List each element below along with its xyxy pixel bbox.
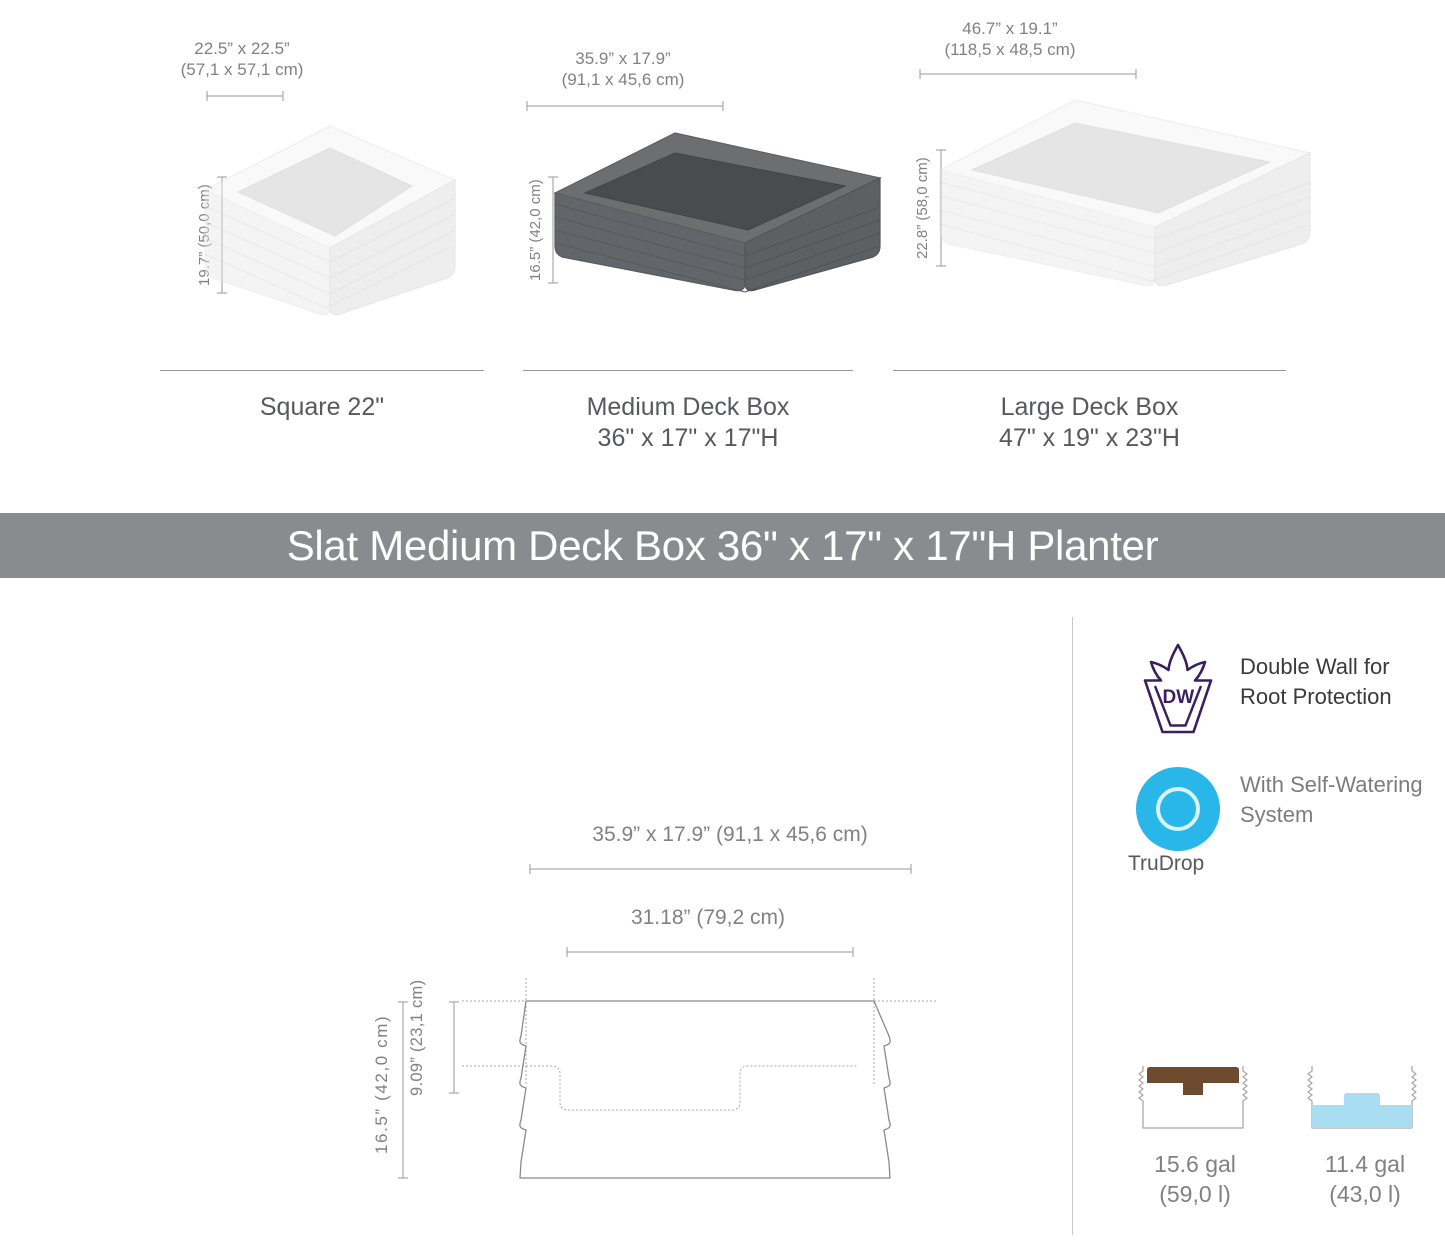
svg-text:DW: DW	[1162, 687, 1194, 708]
